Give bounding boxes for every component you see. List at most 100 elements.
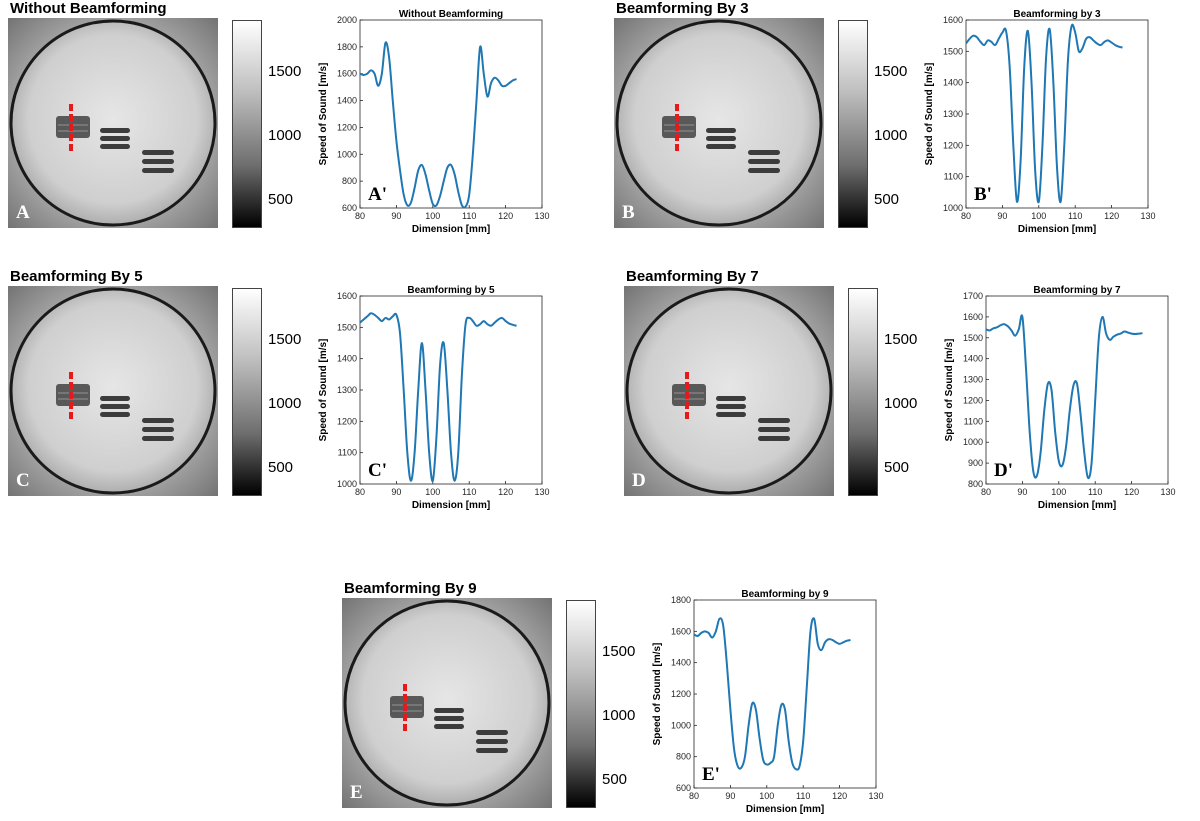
inclusion-bar (100, 412, 130, 417)
y-tick-label: 1000 (337, 149, 357, 159)
image-title: Without Beamforming (10, 0, 167, 17)
colorbar-tick-label: 1500 (268, 63, 302, 80)
y-tick-label: 1700 (963, 291, 983, 301)
image-title: Beamforming By 7 (626, 268, 759, 285)
inclusion-bar (758, 436, 790, 441)
y-tick-label: 1600 (963, 312, 983, 322)
inclusion-bar (142, 168, 174, 173)
line-chart: Beamforming by 5 80 90 100 110 120 130 1000 1100… (318, 285, 550, 511)
colorbar-tick-label: 500 (268, 191, 294, 208)
image-letter: E (350, 782, 363, 803)
line-chart: Beamforming by 7 80 90 100 110 120 130 800 900 10… (944, 285, 1176, 511)
x-tick-label: 110 (462, 487, 476, 497)
plot-letter: E' (702, 764, 720, 785)
y-axis-label: Speed of Sound [m/s] (924, 63, 935, 166)
phantom-disk (9, 19, 217, 227)
image-letter: B (622, 202, 635, 223)
x-axis-label: Dimension [mm] (746, 804, 824, 815)
plot-letter: C' (368, 460, 387, 481)
inclusion-bar (142, 159, 174, 164)
y-tick-label: 1500 (337, 322, 357, 332)
colorbar-tick-label: 1000 (268, 127, 302, 144)
y-tick-label: 1600 (671, 626, 691, 636)
y-tick-label: 1300 (943, 109, 963, 119)
line-chart: Beamforming by 9 80 90 100 110 120 130 600 800 10… (652, 589, 884, 815)
x-tick-label: 90 (391, 211, 401, 221)
x-tick-label: 120 (1104, 211, 1119, 221)
phantom-disk (9, 287, 217, 495)
inclusion-bar (434, 708, 464, 713)
line-chart: Beamforming by 3 80 90 100 110 120 130 1000 1100… (924, 9, 1156, 235)
inclusion-bar (476, 739, 508, 744)
y-tick-label: 1200 (943, 140, 963, 150)
colorbar-tick-label: 500 (874, 191, 900, 208)
inclusion-bar (142, 436, 174, 441)
x-tick-label: 80 (981, 487, 991, 497)
x-tick-label: 90 (391, 487, 401, 497)
x-axis-label: Dimension [mm] (1038, 500, 1116, 511)
colorbar-tick-label: 1000 (874, 127, 908, 144)
y-tick-label: 1100 (338, 448, 357, 458)
x-axis-label: Dimension [mm] (1018, 224, 1096, 235)
x-tick-label: 80 (961, 211, 971, 221)
y-tick-label: 1100 (964, 416, 983, 426)
y-tick-label: 600 (676, 783, 691, 793)
y-tick-label: 1600 (943, 15, 963, 25)
inclusion-bar (100, 144, 130, 149)
phantom-disk (625, 287, 833, 495)
inclusion-bar (748, 168, 780, 173)
colorbar-tick-label: 1000 (884, 395, 918, 412)
phantom-image: D (624, 286, 834, 496)
chart-title: Beamforming by 3 (1013, 9, 1101, 20)
y-tick-label: 1500 (943, 46, 963, 56)
series-line (694, 617, 851, 771)
inclusion-bar (476, 730, 508, 735)
y-tick-label: 1400 (337, 354, 357, 364)
y-tick-label: 2000 (337, 15, 357, 25)
y-tick-label: 1600 (337, 291, 357, 301)
phantom-svg: C (8, 286, 218, 496)
y-tick-label: 1400 (337, 96, 357, 106)
y-axis-label: Speed of Sound [m/s] (318, 339, 329, 442)
x-tick-label: 120 (1124, 487, 1139, 497)
colorbar-tick-label: 1500 (602, 643, 636, 660)
colorbar-tick-label: 1000 (602, 707, 636, 724)
inclusion-bar (142, 150, 174, 155)
x-tick-label: 130 (534, 211, 549, 221)
inclusion-bar (476, 748, 508, 753)
phantom-image: E (342, 598, 552, 808)
y-tick-label: 900 (968, 458, 983, 468)
x-tick-label: 130 (534, 487, 549, 497)
plot-area (693, 599, 877, 789)
x-tick-label: 120 (832, 791, 847, 801)
y-tick-label: 1100 (944, 172, 963, 182)
x-tick-label: 130 (1140, 211, 1155, 221)
x-tick-label: 90 (725, 791, 735, 801)
colorbar (232, 20, 262, 228)
inclusion-bar (100, 396, 130, 401)
phantom-disk (615, 19, 823, 227)
x-tick-label: 110 (1068, 211, 1082, 221)
colorbar-tick-label: 500 (884, 459, 910, 476)
plot-area (359, 19, 543, 209)
colorbar-tick-label: 500 (602, 771, 628, 788)
y-tick-label: 1400 (943, 78, 963, 88)
inclusion-bar (748, 159, 780, 164)
y-tick-label: 1200 (671, 689, 691, 699)
y-tick-label: 800 (968, 479, 983, 489)
y-tick-label: 1000 (671, 720, 691, 730)
y-tick-label: 1800 (337, 42, 357, 52)
inclusion-bar (758, 427, 790, 432)
y-tick-label: 1200 (337, 416, 357, 426)
x-tick-label: 100 (425, 211, 440, 221)
y-tick-label: 1400 (671, 658, 691, 668)
plot-letter: D' (994, 460, 1013, 481)
inclusion-bar (706, 144, 736, 149)
colorbar-tick-label: 1500 (268, 331, 302, 348)
x-tick-label: 100 (1031, 211, 1046, 221)
y-tick-label: 1600 (337, 69, 357, 79)
colorbar-tick-label: 500 (268, 459, 294, 476)
image-title: Beamforming By 5 (10, 268, 143, 285)
y-axis-label: Speed of Sound [m/s] (944, 339, 955, 442)
x-tick-label: 80 (355, 211, 365, 221)
